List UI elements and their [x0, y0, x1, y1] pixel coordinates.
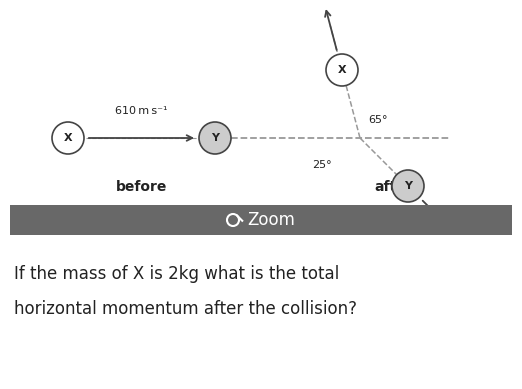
Text: after: after — [375, 180, 413, 194]
Text: Y: Y — [404, 181, 412, 191]
Text: before: before — [116, 180, 167, 194]
Bar — [10, 205, 512, 235]
Text: If the mass of X is 2kg what is the total: If the mass of X is 2kg what is the tota… — [14, 265, 339, 283]
Text: X: X — [338, 65, 346, 75]
Text: X: X — [64, 133, 73, 143]
Circle shape — [199, 122, 231, 154]
Text: 25°: 25° — [312, 160, 332, 170]
Circle shape — [326, 54, 358, 86]
Text: 65°: 65° — [368, 115, 387, 125]
Text: Zoom: Zoom — [247, 211, 295, 229]
Circle shape — [392, 170, 424, 202]
Circle shape — [52, 122, 84, 154]
Text: 610 m s⁻¹: 610 m s⁻¹ — [115, 106, 168, 116]
Text: horizontal momentum after the collision?: horizontal momentum after the collision? — [14, 300, 357, 318]
Text: Y: Y — [211, 133, 219, 143]
